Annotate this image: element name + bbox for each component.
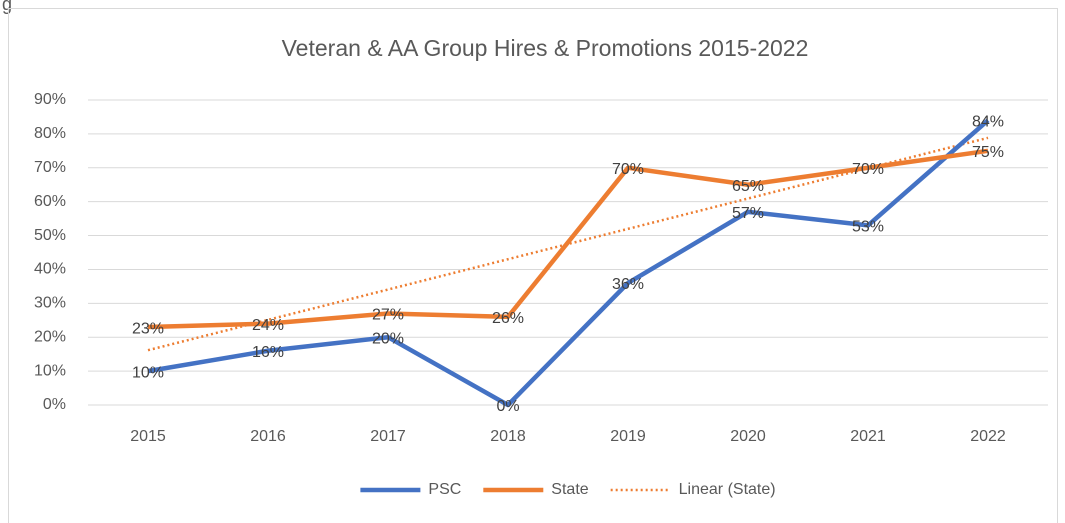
data-label: 75% <box>972 144 1004 161</box>
legend-label: State <box>551 481 588 498</box>
legend-label: PSC <box>428 481 461 498</box>
chart-title: Veteran & AA Group Hires & Promotions 20… <box>282 35 809 61</box>
data-label: 70% <box>852 161 884 178</box>
data-label: 23% <box>132 320 164 337</box>
data-label: 20% <box>372 330 404 347</box>
data-label: 53% <box>852 219 884 236</box>
data-label: 70% <box>612 161 644 178</box>
caption-fragment: g <box>2 0 12 14</box>
y-tick-label: 60% <box>34 193 66 210</box>
y-tick-label: 20% <box>34 328 66 345</box>
series-line <box>147 118 990 408</box>
y-tick-label: 80% <box>34 125 66 142</box>
y-tick-label: 70% <box>34 159 66 176</box>
data-label: 26% <box>492 310 524 327</box>
data-label: 57% <box>732 205 764 222</box>
legend-label: Linear (State) <box>679 481 776 498</box>
x-tick-label: 2021 <box>850 428 886 445</box>
y-tick-label: 10% <box>34 362 66 379</box>
x-tick-label: 2022 <box>970 428 1006 445</box>
y-tick-label: 40% <box>34 261 66 278</box>
x-tick-label: 2016 <box>250 428 286 445</box>
chart-frame <box>8 8 1058 523</box>
data-label: 84% <box>972 114 1004 131</box>
data-label: 36% <box>612 276 644 293</box>
y-tick-label: 30% <box>34 295 66 312</box>
x-tick-label: 2018 <box>490 428 526 445</box>
x-tick-label: 2020 <box>730 428 766 445</box>
data-label: 10% <box>132 364 164 381</box>
data-label: 27% <box>372 307 404 324</box>
x-tick-label: 2017 <box>370 428 406 445</box>
y-tick-label: 50% <box>34 227 66 244</box>
data-label: 0% <box>496 398 519 415</box>
x-tick-label: 2019 <box>610 428 646 445</box>
series-line <box>147 148 989 330</box>
x-tick-label: 2015 <box>130 428 166 445</box>
y-tick-label: 90% <box>34 91 66 108</box>
data-label: 24% <box>252 317 284 334</box>
y-tick-label: 0% <box>43 396 66 413</box>
data-label: 65% <box>732 178 764 195</box>
data-label: 16% <box>252 344 284 361</box>
